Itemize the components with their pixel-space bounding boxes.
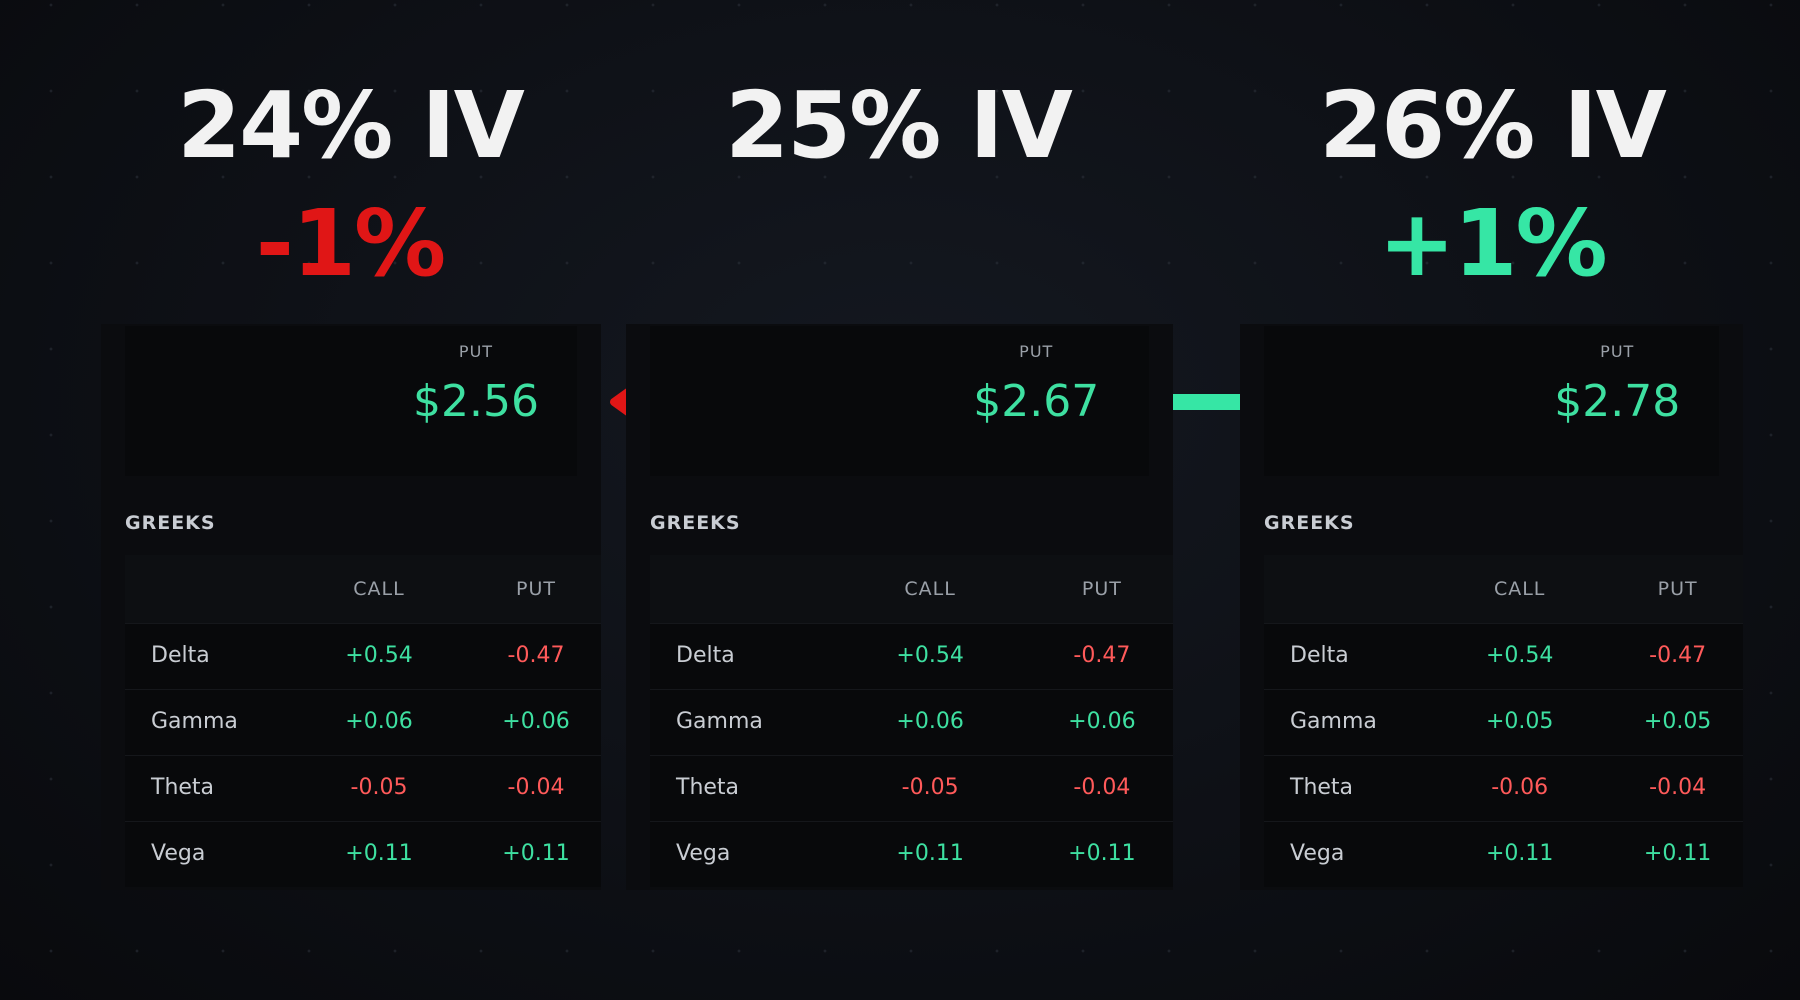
greek-name: Theta [676, 775, 740, 800]
greek-value: -0.04 [1073, 775, 1131, 800]
greek-value: -0.04 [1649, 775, 1707, 800]
greek-value: +0.11 [1485, 841, 1554, 866]
iv-title: 26% IV [1319, 72, 1667, 179]
put-label: PUT [1600, 342, 1635, 361]
greek-value: -0.04 [507, 775, 565, 800]
table-row [650, 755, 1173, 821]
table-header [1264, 555, 1743, 623]
column-header: PUT [1657, 578, 1698, 600]
panel-top [125, 326, 577, 476]
put-label: PUT [1019, 342, 1054, 361]
greek-name: Delta [1290, 643, 1349, 668]
iv-title: 25% IV [725, 72, 1073, 179]
greek-name: Theta [1290, 775, 1354, 800]
greek-value: +0.11 [502, 841, 570, 866]
table-row [650, 821, 1173, 887]
iv-title: 24% IV [177, 72, 525, 179]
greek-value: +0.54 [345, 643, 413, 668]
table-row [125, 755, 601, 821]
greek-value: +0.05 [1485, 709, 1554, 734]
greeks-label: GREEKS [650, 512, 741, 534]
table-header [125, 555, 601, 623]
table-header [650, 555, 1173, 623]
table-row [125, 689, 601, 755]
table-row [1264, 755, 1743, 821]
greek-value: +0.11 [1068, 841, 1136, 866]
greek-value: +0.11 [345, 841, 413, 866]
greek-value: +0.06 [345, 709, 413, 734]
greeks-label: GREEKS [1264, 512, 1355, 534]
greeks-label: GREEKS [125, 512, 216, 534]
table-row [650, 623, 1173, 689]
panel-top [1264, 326, 1719, 476]
greek-value: -0.05 [901, 775, 959, 800]
greek-name: Vega [1290, 841, 1345, 866]
greek-value: -0.47 [507, 643, 565, 668]
greek-value: +0.06 [896, 709, 964, 734]
greek-value: +0.54 [1485, 643, 1554, 668]
greek-value: +0.06 [1068, 709, 1136, 734]
iv-change: -1% [255, 190, 446, 297]
put-price: $2.67 [973, 376, 1100, 427]
greek-name: Delta [676, 643, 735, 668]
greek-value: +0.06 [502, 709, 570, 734]
table-row [125, 623, 601, 689]
put-price: $2.78 [1554, 376, 1681, 427]
column-header: PUT [516, 578, 556, 600]
greek-name: Theta [151, 775, 215, 800]
iv-change: +1% [1378, 190, 1607, 297]
column-header: CALL [353, 578, 405, 600]
greek-name: Vega [151, 841, 206, 866]
greek-value: +0.11 [1643, 841, 1712, 866]
greek-name: Gamma [1290, 709, 1377, 734]
table-row [125, 821, 601, 887]
put-price: $2.56 [413, 376, 539, 427]
greek-value: -0.47 [1073, 643, 1131, 668]
greek-value: -0.06 [1491, 775, 1549, 800]
column-header: CALL [904, 578, 956, 600]
greek-name: Gamma [151, 709, 238, 734]
panel-top [650, 326, 1149, 476]
column-header: CALL [1493, 578, 1546, 600]
column-header: PUT [1081, 578, 1122, 600]
table-row [1264, 623, 1743, 689]
greek-name: Delta [151, 643, 210, 668]
greek-name: Gamma [676, 709, 763, 734]
table-row [1264, 689, 1743, 755]
greek-value: -0.05 [350, 775, 408, 800]
table-row [1264, 821, 1743, 887]
greek-name: Vega [676, 841, 731, 866]
greek-value: +0.11 [896, 841, 964, 866]
put-label: PUT [458, 342, 494, 361]
greek-value: -0.47 [1649, 643, 1707, 668]
table-row [650, 689, 1173, 755]
greek-value: +0.54 [896, 643, 964, 668]
greek-value: +0.05 [1643, 709, 1712, 734]
